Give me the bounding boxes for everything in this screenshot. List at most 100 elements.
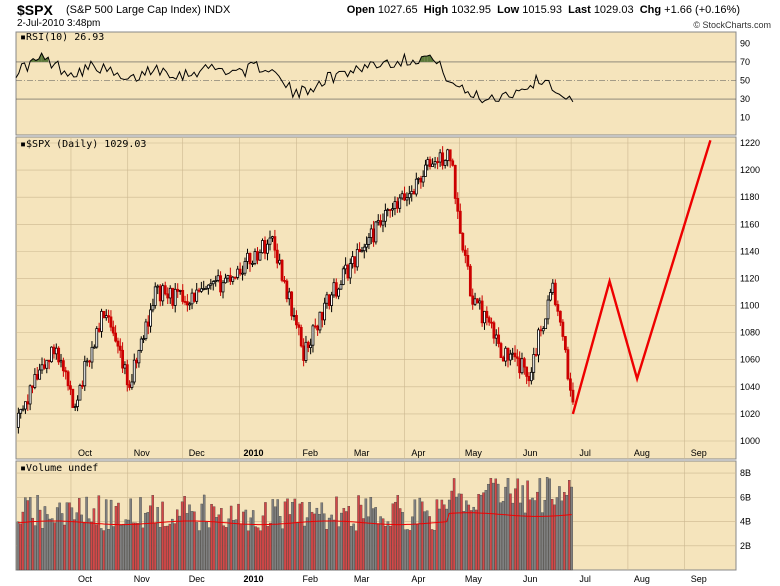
price-candle [446, 148, 450, 167]
candle-body [78, 385, 82, 401]
volume-bar [408, 530, 412, 571]
volume-bar [134, 522, 137, 571]
candle-body [463, 249, 467, 256]
price-candle [273, 229, 277, 259]
candle-body [341, 268, 345, 285]
price-candle [132, 353, 136, 385]
volume-bar [254, 526, 257, 571]
volume-bar [504, 486, 507, 571]
candle-body [431, 163, 434, 167]
price-tick-label: 1060 [740, 355, 760, 365]
volume-bar [119, 525, 123, 571]
candle-body [522, 358, 526, 368]
volume-bar [398, 508, 402, 571]
candle-body [529, 371, 533, 382]
volume-bar [345, 511, 348, 571]
volume-x-tick-label: Sep [691, 574, 707, 584]
candle-body [183, 301, 187, 303]
volume-bar [499, 502, 502, 571]
candle-body [355, 249, 359, 268]
candle-body [541, 328, 545, 332]
price-panel-label: ▪$SPX (Daily) 1029.03 [20, 139, 146, 150]
volume-bar [276, 499, 279, 571]
candle-body [566, 349, 570, 380]
candle-body [569, 378, 572, 391]
price-candle [391, 202, 394, 217]
volume-bar [347, 506, 350, 571]
candle-body [353, 256, 357, 268]
candle-body [132, 359, 136, 383]
volume-bar [141, 527, 145, 571]
volume-bar [112, 526, 115, 571]
price-candle [451, 158, 455, 167]
price-tick-label: 1160 [740, 219, 759, 229]
volume-bar [526, 480, 529, 571]
price-candle [515, 349, 519, 367]
candle-body [163, 285, 167, 295]
candle-body [448, 149, 452, 162]
candle-body [372, 228, 375, 243]
price-candle [163, 281, 167, 296]
price-candle [238, 262, 242, 277]
volume-bar [543, 500, 547, 571]
candle-body [527, 375, 531, 382]
price-candle [168, 285, 172, 304]
volume-bar [166, 525, 169, 571]
open-value: 1027.65 [377, 4, 418, 16]
candle-body [458, 210, 462, 234]
price-tick-label: 1140 [740, 246, 759, 256]
volume-bar [545, 477, 549, 571]
candle-body [327, 294, 331, 306]
price-candle [173, 282, 177, 313]
rsi-overbought-fill [427, 55, 431, 62]
price-candle [181, 284, 185, 305]
candle-body [358, 249, 361, 253]
volume-bar [100, 528, 103, 571]
candle-body [241, 272, 244, 275]
price-x-tick-label: Sep [691, 448, 707, 458]
price-x-tick-label: Feb [303, 448, 319, 458]
price-candle [360, 246, 364, 253]
candle-body [118, 345, 122, 351]
volume-bar [200, 503, 203, 571]
candle-body [28, 385, 32, 405]
candle-body [33, 374, 37, 388]
price-candle [433, 156, 437, 169]
candle-body [383, 209, 387, 222]
volume-bar [190, 511, 194, 571]
price-candle [221, 280, 225, 299]
price-candle [466, 247, 470, 270]
volume-bar [305, 517, 309, 571]
candle-body [192, 292, 196, 302]
price-candle [151, 298, 155, 313]
candle-body [50, 346, 53, 363]
price-candle [149, 303, 152, 333]
volume-bar [553, 504, 556, 571]
candle-body [483, 310, 486, 324]
price-candle [216, 269, 220, 283]
price-candle [231, 276, 235, 285]
volume-bar [374, 507, 377, 571]
volume-bar [271, 499, 275, 571]
candle-body [114, 332, 117, 342]
volume-tick-label: 2B [740, 541, 751, 551]
price-candles [16, 146, 575, 434]
price-candle [185, 294, 189, 312]
candle-body [381, 220, 385, 226]
price-x-tick-label: 2010 [243, 448, 263, 458]
price-candle [266, 239, 269, 261]
candle-body [476, 298, 479, 304]
candle-body [480, 300, 484, 324]
price-candle [563, 336, 567, 353]
candle-body [468, 265, 472, 297]
price-candle [403, 186, 406, 202]
price-candle [330, 291, 334, 313]
price-candle [558, 310, 562, 327]
volume-bar [541, 512, 544, 571]
volume-bar [457, 493, 461, 571]
volume-x-tick-label: Mar [354, 574, 370, 584]
price-candle [497, 327, 501, 348]
volume-bar [207, 527, 211, 571]
candle-body [428, 159, 432, 167]
volume-bar [16, 521, 20, 571]
